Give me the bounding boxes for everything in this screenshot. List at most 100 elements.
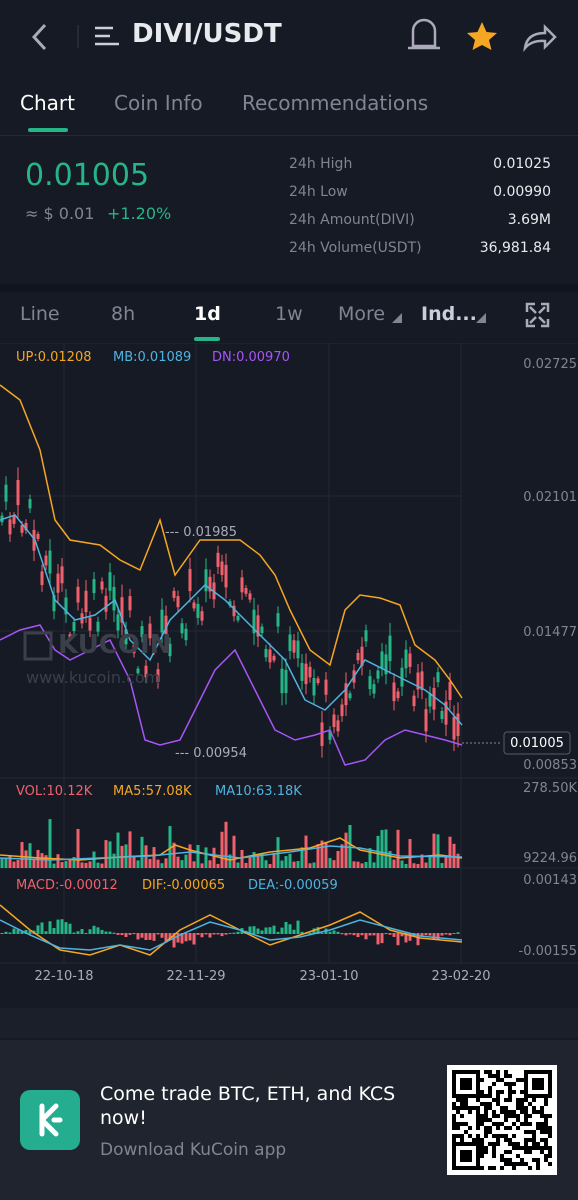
volume-bar <box>360 863 364 868</box>
qr-cell <box>520 1122 524 1126</box>
qr-cell <box>504 1118 508 1122</box>
tab[interactable]: Chart <box>20 91 75 115</box>
qr-cell <box>496 1114 500 1118</box>
qr-cell <box>460 1102 464 1106</box>
qr-cell <box>476 1074 480 1078</box>
qr-cell <box>452 1126 456 1130</box>
macd-bar <box>16 929 20 934</box>
qr-cell <box>512 1162 516 1166</box>
qr-cell <box>520 1158 524 1162</box>
qr-cell <box>544 1070 548 1074</box>
volume-bar <box>392 859 396 868</box>
qr-cell <box>524 1082 528 1086</box>
volume-bar <box>40 853 44 868</box>
volume-bar <box>128 831 132 868</box>
volume-bar <box>172 842 176 868</box>
qr-cell <box>508 1090 512 1094</box>
volume-bar <box>308 863 312 868</box>
interval-icons <box>392 302 550 328</box>
tab[interactable]: Coin Info <box>114 91 203 115</box>
qr-cell <box>536 1082 540 1086</box>
qr-cell <box>456 1106 460 1110</box>
candle-body <box>292 640 296 653</box>
qr-cell <box>524 1074 528 1078</box>
qr-cell <box>476 1122 480 1126</box>
qr-cell <box>548 1090 552 1094</box>
usd-price: ≈ $ 0.01 <box>25 204 95 223</box>
qr-cell <box>532 1082 536 1086</box>
interval[interactable]: Ind... <box>421 303 477 325</box>
macd-bar <box>252 926 256 934</box>
qr-cell <box>452 1070 456 1074</box>
qr-cell <box>460 1082 464 1086</box>
volume-bar <box>96 862 100 868</box>
qr-cell <box>548 1086 552 1090</box>
volume-bar <box>132 855 136 868</box>
qr-cell <box>504 1162 508 1166</box>
volume-bar <box>156 859 160 868</box>
macd-bar <box>396 933 400 946</box>
macd-bar <box>132 933 136 935</box>
qr-cell <box>464 1098 468 1102</box>
interval[interactable]: Line <box>20 303 60 325</box>
macd-legend: MACD:-0.00012 <box>16 878 118 893</box>
qr-cell <box>524 1146 528 1150</box>
macd-bar <box>432 933 436 940</box>
qr-cell <box>548 1126 552 1130</box>
banner-sub: Download KuCoin app <box>100 1140 287 1160</box>
candle-body <box>248 593 252 600</box>
stat-label: 24h Low <box>289 184 348 200</box>
qr-cell <box>520 1102 524 1106</box>
volume-bar <box>248 857 252 868</box>
candle-body <box>180 623 184 634</box>
volume-bar <box>16 860 20 868</box>
volume-bar <box>348 824 352 868</box>
interval[interactable]: 1d <box>194 303 221 325</box>
qr-cell <box>536 1146 540 1150</box>
qr-cell <box>476 1126 480 1130</box>
qr-cell <box>508 1114 512 1118</box>
qr-cell <box>464 1150 468 1154</box>
candle-body <box>396 691 400 699</box>
candle-body <box>220 561 224 576</box>
qr-cell <box>544 1130 548 1134</box>
macd-bar <box>296 920 300 934</box>
volume-bar <box>236 862 240 868</box>
stat-label: 24h Amount(DIVI) <box>289 212 415 228</box>
macd-bar <box>52 928 56 934</box>
volume-bar <box>404 863 408 868</box>
qr-cell <box>516 1106 520 1110</box>
qr-cell <box>492 1110 496 1114</box>
qr-cell <box>536 1086 540 1090</box>
qr-cell <box>508 1086 512 1090</box>
qr-cell <box>512 1134 516 1138</box>
qr-cell <box>472 1094 476 1098</box>
candle-body <box>64 597 68 615</box>
interval[interactable]: 1w <box>275 303 303 325</box>
volume-bar <box>64 861 68 868</box>
qr-cell <box>540 1086 544 1090</box>
candle-body <box>388 635 392 662</box>
macd-axis-label: 0.00143 <box>523 873 577 888</box>
candle-body <box>420 671 424 690</box>
macd-bar <box>20 931 24 934</box>
qr-cell <box>504 1134 508 1138</box>
macd-bar <box>264 927 268 934</box>
qr-cell <box>532 1110 536 1114</box>
macd-bar <box>452 933 456 935</box>
interval[interactable]: More <box>338 303 386 325</box>
volume-bar <box>168 826 172 868</box>
candle-body <box>380 651 384 669</box>
qr-cell <box>488 1094 492 1098</box>
volume-bar <box>20 842 24 868</box>
macd-bar <box>256 928 260 934</box>
volume-bar <box>76 828 80 868</box>
macd-bar <box>104 931 108 934</box>
tab[interactable]: Recommendations <box>242 91 429 115</box>
macd-bar <box>168 933 172 940</box>
candle-body <box>184 628 188 641</box>
qr-cell <box>452 1122 456 1126</box>
macd-bar <box>308 932 312 934</box>
interval[interactable]: 8h <box>111 303 136 325</box>
candle-body <box>252 609 256 634</box>
